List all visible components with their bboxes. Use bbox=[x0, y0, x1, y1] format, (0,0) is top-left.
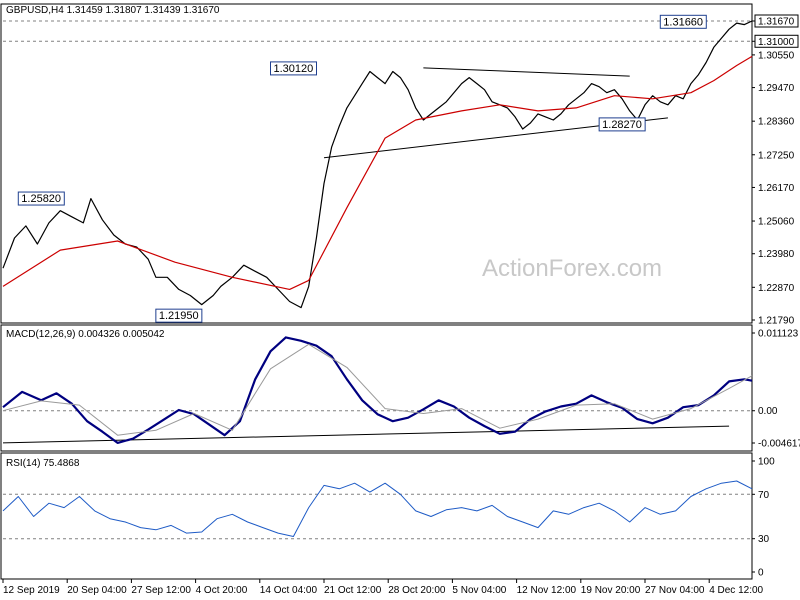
y-tick-label: 1.28360 bbox=[758, 117, 795, 128]
annotation-1.21950: 1.21950 bbox=[155, 308, 203, 323]
close-series bbox=[2, 20, 753, 309]
y-tick-label: 1.25060 bbox=[758, 217, 795, 228]
axis-ticks: 1.31670 1.31000 1.30550 1.29470 1.28360 1.272… bbox=[2, 14, 800, 596]
y-tick-label: 1.29470 bbox=[758, 83, 795, 94]
x-tick-label: 20 Sep 04:00 bbox=[67, 585, 127, 596]
y-tick-label: -0.004617 bbox=[758, 439, 800, 450]
y-tick-label: 0 bbox=[758, 568, 764, 579]
y-tick-label: 0.00 bbox=[758, 406, 778, 417]
y-tick-label: 1.30550 bbox=[758, 50, 795, 61]
rsi-series bbox=[2, 480, 753, 537]
current-level-box bbox=[754, 34, 799, 48]
watermark: ActionForex.com bbox=[482, 255, 662, 282]
annotation-label: 1.21950 bbox=[159, 310, 199, 322]
x-tick-label: 27 Nov 04:00 bbox=[645, 585, 705, 596]
y-tick-label: 0.011123 bbox=[758, 329, 799, 340]
annotation-label: 1.28270 bbox=[602, 119, 642, 131]
y-tick-label: 1.31670 bbox=[758, 17, 795, 28]
annotation-label: 1.25820 bbox=[21, 193, 61, 205]
y-tick-label: 1.22870 bbox=[758, 283, 795, 294]
annotation-box bbox=[659, 14, 707, 29]
annotation-1.25820: 1.25820 bbox=[17, 191, 65, 206]
panel-frames bbox=[0, 3, 753, 580]
x-tick-label: 12 Sep 2019 bbox=[3, 585, 60, 596]
annotation-1.30120: 1.30120 bbox=[270, 61, 317, 76]
annotation-box bbox=[17, 191, 65, 206]
macd-series bbox=[2, 336, 753, 444]
annotation-box bbox=[270, 61, 317, 76]
annotation-label: 1.30120 bbox=[274, 63, 314, 75]
series-layer bbox=[2, 20, 753, 537]
x-tick-label: 4 Oct 20:00 bbox=[196, 585, 248, 596]
panel-frame-2 bbox=[0, 452, 753, 580]
price-panel-title: GBPUSD,H4 1.31459 1.31807 1.31439 1.3167… bbox=[6, 5, 220, 16]
signal-series bbox=[2, 343, 753, 436]
trend-line-0 bbox=[423, 67, 630, 77]
annotation-box bbox=[598, 117, 646, 132]
rsi-panel-title: RSI(14) 75.4868 bbox=[6, 458, 80, 469]
annotation-box bbox=[155, 308, 203, 323]
annotation-label: 1.31660 bbox=[663, 16, 703, 28]
y-tick-label: 1.31000 bbox=[758, 37, 795, 48]
y-tick-label: 70 bbox=[758, 490, 770, 501]
x-tick-label: 12 Nov 12:00 bbox=[517, 585, 577, 596]
x-tick-label: 4 Dec 12:00 bbox=[709, 585, 763, 596]
price-annotations: 1.25820 1.21950 1.30120 1.31660 1.28270 bbox=[17, 14, 707, 323]
panel-frame-1 bbox=[0, 324, 753, 452]
annotation-1.31660: 1.31660 bbox=[659, 14, 707, 29]
x-tick-label: 5 Nov 04:00 bbox=[452, 585, 506, 596]
panel-frame-0 bbox=[0, 3, 753, 324]
y-tick-label: 1.26170 bbox=[758, 183, 795, 194]
annotation-1.28270: 1.28270 bbox=[598, 117, 646, 132]
macd-panel-title: MACD(12,26,9) 0.004326 0.005042 bbox=[6, 329, 165, 340]
y-tick-label: 100 bbox=[758, 457, 775, 468]
moving-average-series bbox=[2, 55, 753, 290]
trend-line-2 bbox=[2, 425, 730, 444]
last-price-box bbox=[754, 14, 799, 28]
y-tick-label: 1.23980 bbox=[758, 249, 795, 260]
x-tick-label: 14 Oct 04:00 bbox=[260, 585, 318, 596]
y-tick-label: 1.27250 bbox=[758, 150, 795, 161]
x-tick-label: 21 Oct 12:00 bbox=[324, 585, 382, 596]
y-tick-label: 1.21790 bbox=[758, 316, 795, 327]
x-tick-label: 27 Sep 12:00 bbox=[131, 585, 191, 596]
x-tick-label: 19 Nov 20:00 bbox=[581, 585, 641, 596]
x-tick-label: 28 Oct 20:00 bbox=[388, 585, 446, 596]
y-tick-label: 30 bbox=[758, 534, 770, 545]
